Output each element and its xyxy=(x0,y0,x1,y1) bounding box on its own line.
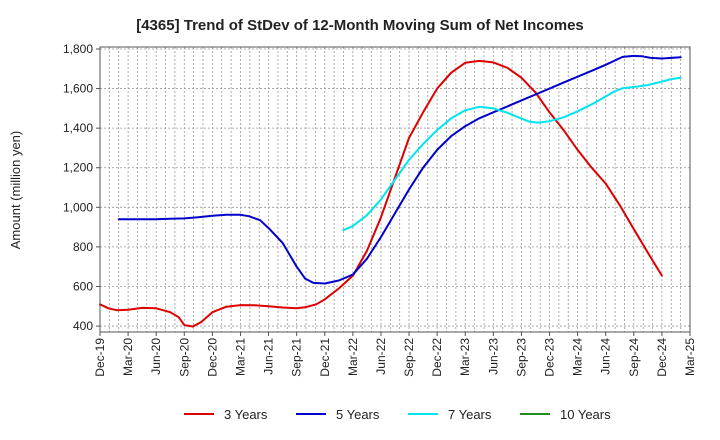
x-tick-label: Jun-23 xyxy=(486,338,500,375)
x-tick-label: Jun-22 xyxy=(374,338,388,375)
y-axis-label: Amount (million yen) xyxy=(8,131,23,250)
y-ticks: 400 600 800 1,000 1,200 1,400 1,600 1,800 xyxy=(63,42,100,333)
series-layer xyxy=(99,54,682,328)
x-tick-label: Sep-20 xyxy=(177,338,191,377)
x-tick-label: Dec-23 xyxy=(543,338,557,377)
x-tick-label: Dec-24 xyxy=(655,338,669,377)
x-tick-label: Dec-21 xyxy=(318,338,332,377)
y-tick-label: 1,600 xyxy=(63,82,93,96)
x-tick-label: Sep-24 xyxy=(627,338,641,377)
x-tick-label: Mar-24 xyxy=(571,338,585,376)
x-tick-label: Jun-20 xyxy=(149,338,163,375)
x-tick-label: Mar-23 xyxy=(458,338,472,376)
x-tick-label: Mar-25 xyxy=(683,338,697,376)
x-tick-label: Jun-24 xyxy=(599,338,613,375)
x-tick-label: Mar-21 xyxy=(233,338,247,376)
y-tick-label: 1,800 xyxy=(63,42,93,56)
legend-label-5-years: 5 Years xyxy=(336,407,380,422)
x-tick-label: Sep-22 xyxy=(402,338,416,377)
legend-label-7-years: 7 Years xyxy=(448,407,492,422)
y-tick-label: 1,000 xyxy=(63,200,93,214)
x-tick-label: Sep-23 xyxy=(514,338,528,377)
chart-title: [4365] Trend of StDev of 12-Month Moving… xyxy=(136,17,584,34)
y-tick-label: 600 xyxy=(73,279,93,293)
x-tick-label: Dec-19 xyxy=(93,338,107,377)
legend-label-3-years: 3 Years xyxy=(224,407,268,422)
y-tick-label: 1,200 xyxy=(63,161,93,175)
x-ticks: Dec-19 Mar-20 Jun-20 Sep-20 Dec-20 Mar-21 Jun-… xyxy=(93,332,697,377)
grid xyxy=(100,47,690,332)
series-line-7-years xyxy=(342,76,682,232)
legend-label-10-years: 10 Years xyxy=(560,407,611,422)
series-line-5-years xyxy=(117,54,682,285)
y-tick-label: 400 xyxy=(73,319,93,333)
x-tick-label: Sep-21 xyxy=(290,338,304,377)
x-tick-label: Mar-20 xyxy=(121,338,135,376)
y-tick-label: 1,400 xyxy=(63,121,93,135)
x-tick-label: Dec-22 xyxy=(430,338,444,377)
x-tick-label: Dec-20 xyxy=(205,338,219,377)
x-tick-label: Jun-21 xyxy=(262,338,276,375)
x-tick-label: Mar-22 xyxy=(346,338,360,376)
plot-area xyxy=(100,47,690,332)
legend: 3 Years 5 Years 7 Years 10 Years xyxy=(184,407,611,422)
plot-frame xyxy=(99,46,691,333)
y-tick-label: 800 xyxy=(73,240,93,254)
